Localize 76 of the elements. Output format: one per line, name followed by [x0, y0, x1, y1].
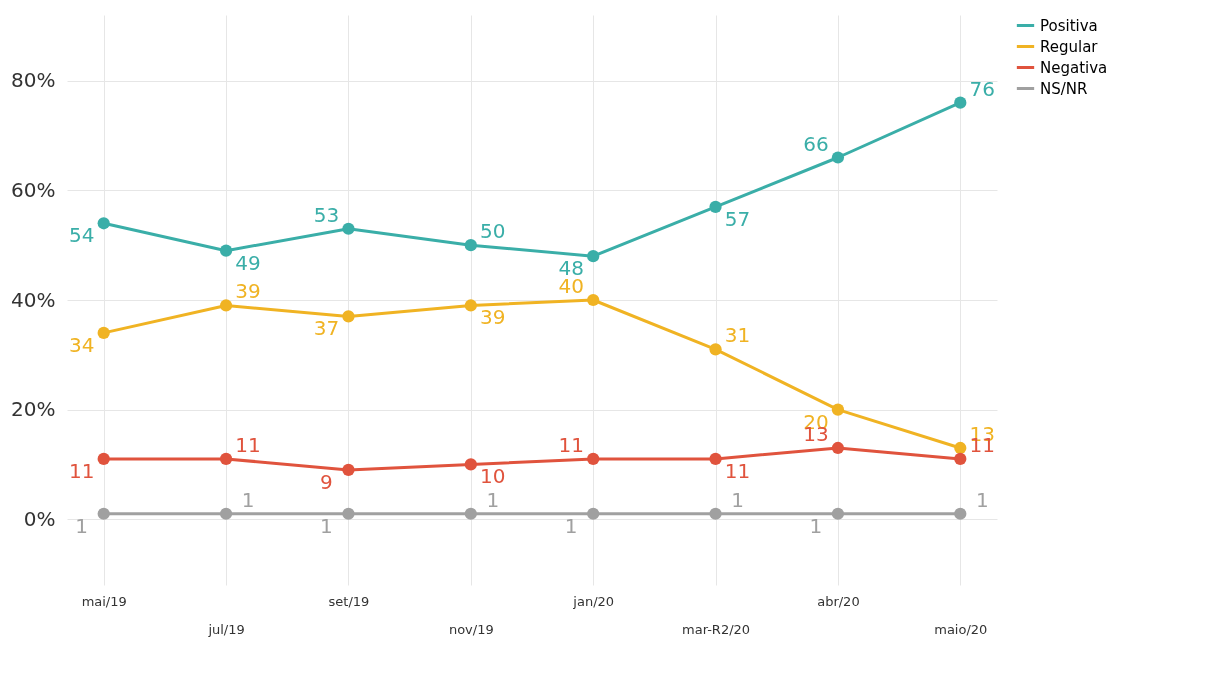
data-label: 1: [731, 487, 744, 512]
point: [831, 507, 845, 520]
data-label: 11: [724, 458, 751, 483]
point: [709, 507, 722, 520]
data-label: 37: [313, 316, 340, 341]
data-label: 39: [480, 305, 506, 330]
point: [464, 458, 477, 471]
point: [219, 299, 233, 312]
x-tick-label: mar-R2/20: [682, 621, 751, 637]
data-label: 1: [320, 513, 333, 538]
point: [342, 507, 355, 520]
data-label: 39: [235, 279, 261, 304]
point: [587, 250, 600, 263]
point: [219, 244, 233, 257]
x-tick-label: set/19: [328, 593, 370, 609]
data-label: 10: [480, 464, 506, 489]
y-tick-label: 0%: [23, 506, 56, 531]
point: [97, 217, 110, 230]
point: [587, 293, 600, 307]
data-label: 1: [564, 513, 578, 538]
point: [342, 310, 355, 323]
point: [219, 507, 233, 520]
point: [342, 463, 355, 477]
data-label: 57: [724, 206, 751, 231]
point: [709, 343, 722, 356]
x-tick-label: jul/19: [207, 621, 245, 637]
data-label: 53: [313, 202, 340, 227]
x-tick-label: maio/20: [934, 621, 988, 637]
point: [954, 452, 967, 466]
y-tick-label: 20%: [11, 397, 56, 422]
data-label: 11: [68, 458, 95, 483]
y-tick-label: 80%: [11, 68, 56, 93]
legend-label: Regular: [1040, 37, 1099, 56]
point: [831, 151, 845, 164]
data-label: 49: [235, 250, 261, 275]
x-tick-label: mai/19: [81, 593, 127, 609]
y-tick-label: 40%: [11, 287, 56, 312]
point: [954, 96, 967, 109]
point: [97, 507, 110, 520]
legend-label: Negativa: [1040, 58, 1108, 77]
point: [587, 452, 600, 466]
data-label: 1: [975, 487, 989, 512]
data-label: 40: [558, 274, 584, 298]
point: [831, 441, 845, 455]
point: [709, 200, 722, 213]
legend-label: NS/NR: [1040, 79, 1088, 98]
data-label: 50: [480, 219, 506, 244]
point: [709, 452, 722, 466]
data-label: 76: [969, 76, 996, 101]
data-label: 11: [235, 432, 261, 457]
data-label: 34: [68, 332, 95, 357]
data-label: 1: [809, 513, 823, 538]
x-tick-label: nov/19: [448, 621, 494, 637]
data-label: 54: [68, 223, 95, 248]
data-label: 1: [75, 513, 89, 538]
data-label: 1: [486, 487, 500, 512]
x-tick-label: jan/20: [572, 593, 615, 609]
point: [219, 452, 233, 466]
legend-label: Positiva: [1040, 16, 1098, 35]
point: [464, 239, 477, 252]
point: [97, 452, 110, 466]
data-label: 66: [803, 131, 829, 156]
point: [342, 222, 355, 235]
point: [587, 507, 600, 520]
data-label: 9: [320, 469, 333, 494]
point: [831, 403, 845, 416]
y-tick-label: 60%: [11, 177, 56, 202]
point: [954, 507, 967, 520]
data-label: 31: [724, 323, 751, 348]
data-label: 1: [241, 487, 255, 512]
point: [464, 299, 477, 312]
data-label: 11: [558, 432, 584, 457]
point: [954, 441, 967, 455]
point: [464, 507, 477, 520]
point: [97, 326, 110, 339]
x-tick-label: abr/20: [817, 593, 860, 609]
